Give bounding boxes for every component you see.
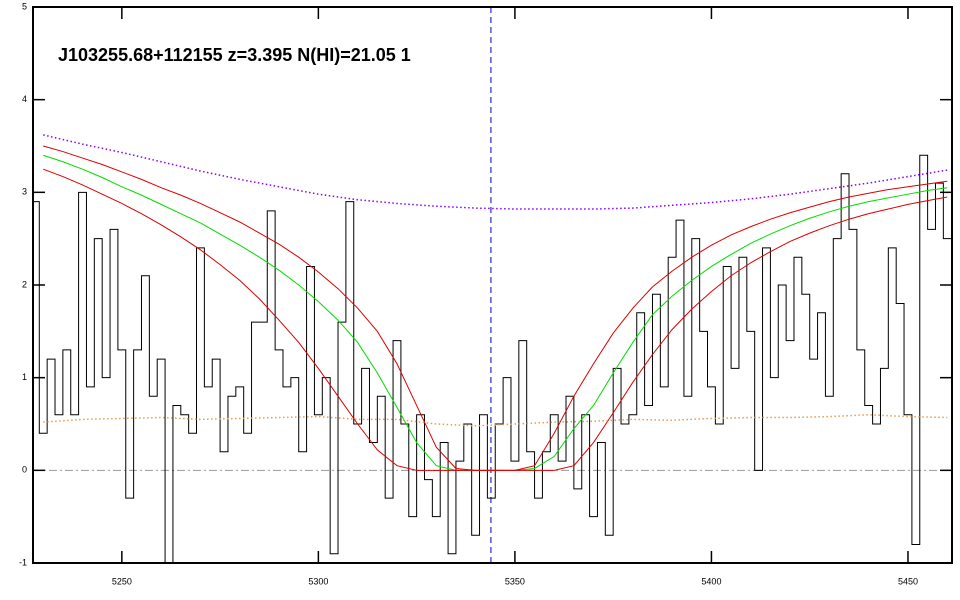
y-tick-label: 0 [22, 465, 27, 475]
series-line [43, 134, 948, 210]
x-tick-label: 5300 [308, 576, 328, 586]
y-tick-label: 4 [22, 94, 27, 104]
series-line [33, 154, 952, 563]
y-tick-label: 1 [22, 372, 27, 382]
y-tick-label: 5 [22, 1, 27, 11]
plot-frame [32, 6, 953, 564]
x-tick-label: 5350 [505, 576, 525, 586]
series-line [43, 168, 948, 471]
x-tick-label: 5450 [898, 576, 918, 586]
plot-area [33, 7, 952, 563]
x-tick-label: 5250 [112, 576, 132, 586]
chart-title: J103255.68+112155 z=3.395 N(HI)=21.05 1 [58, 45, 411, 65]
series-line [43, 154, 948, 471]
y-tick-label: -1 [19, 557, 27, 567]
y-tick-label: 2 [22, 279, 27, 289]
y-tick-label: 3 [22, 187, 27, 197]
series-line [43, 145, 948, 471]
series-line [43, 413, 948, 427]
x-tick-label: 5400 [701, 576, 721, 586]
